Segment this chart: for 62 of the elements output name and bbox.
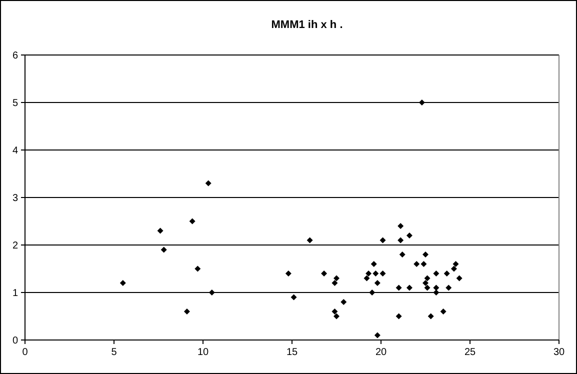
point [366, 270, 372, 276]
y-tick-label: 5 [12, 98, 18, 109]
point [433, 290, 440, 296]
point [433, 284, 440, 291]
point [160, 246, 167, 253]
y-tick-label: 2 [12, 240, 18, 252]
point [334, 275, 340, 282]
point [370, 261, 377, 267]
point [194, 266, 201, 272]
point [120, 280, 126, 286]
point [424, 284, 430, 291]
point [446, 284, 452, 291]
point [440, 308, 446, 314]
point [374, 280, 380, 286]
point [321, 270, 328, 276]
point [205, 180, 212, 186]
point [340, 299, 347, 305]
point [420, 261, 427, 267]
point [398, 223, 404, 229]
point [306, 237, 313, 244]
y-tick-label: 4 [12, 146, 18, 156]
chart-title: MMM1 ih x h . [271, 19, 343, 31]
point [396, 313, 402, 320]
point [396, 284, 402, 291]
x-tick-label: 25 [464, 347, 476, 358]
point [332, 308, 338, 314]
x-tick-label: 30 [553, 347, 565, 358]
y-tick-label: 6 [12, 50, 18, 62]
point [406, 284, 412, 291]
point [414, 261, 420, 267]
point [450, 266, 457, 272]
point [184, 308, 190, 314]
x-tick-label: 0 [22, 347, 28, 358]
y-tick-label: 0 [12, 336, 18, 346]
y-tick-label: 1 [12, 288, 18, 299]
point [406, 232, 412, 238]
point [424, 275, 430, 282]
point [456, 275, 462, 282]
y-tick-label: 3 [12, 193, 18, 204]
point [422, 280, 428, 286]
point [444, 270, 450, 276]
point [428, 313, 434, 320]
point [157, 228, 164, 234]
x-tick-label: 20 [375, 347, 387, 358]
x-tick-label: 15 [286, 347, 298, 358]
point [399, 252, 406, 258]
point [334, 313, 340, 320]
x-tick-label: 5 [111, 347, 118, 358]
point [422, 252, 428, 258]
point [398, 237, 404, 244]
point [372, 270, 379, 276]
point [364, 275, 370, 282]
point [290, 294, 297, 300]
point [452, 261, 459, 267]
x-tick-label: 10 [197, 347, 209, 358]
point [285, 270, 292, 276]
point [433, 270, 440, 276]
point [380, 270, 386, 276]
point [189, 218, 196, 224]
point [332, 280, 338, 286]
point [380, 237, 386, 244]
point [374, 332, 380, 338]
